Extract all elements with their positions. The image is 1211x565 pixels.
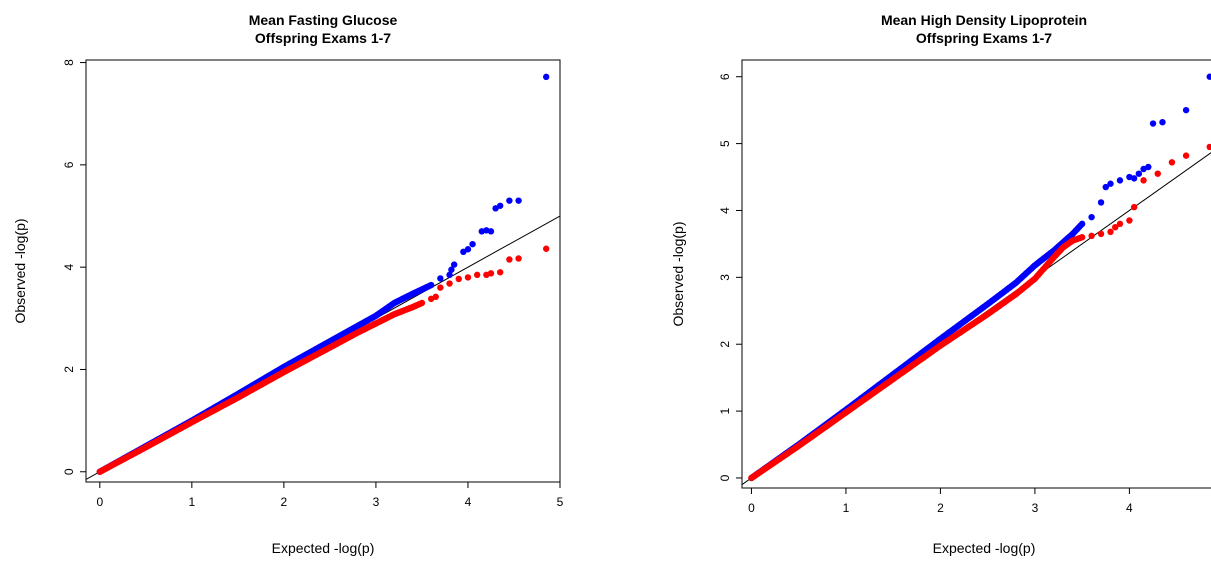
x-axis-label: Expected -log(p): [272, 540, 375, 556]
data-point: [1149, 120, 1157, 127]
data-point: [418, 299, 426, 307]
data-point: [1116, 220, 1124, 228]
x-tick-label: 0: [748, 501, 755, 515]
chart-subtitle: Offspring Exams 1-7: [916, 30, 1052, 46]
data-point: [1126, 217, 1133, 224]
reference-line: [86, 215, 560, 481]
data-point: [427, 281, 435, 289]
series-points: [748, 73, 1211, 482]
data-point: [432, 293, 439, 301]
data-point: [1168, 159, 1176, 166]
x-tick-label: 1: [843, 501, 850, 515]
data-point: [1102, 183, 1109, 191]
data-point: [1078, 234, 1086, 241]
y-tick-label: 3: [718, 274, 732, 281]
x-tick-label: 3: [373, 495, 380, 509]
data-point: [1116, 177, 1124, 184]
y-tick-label: 4: [718, 207, 732, 214]
data-point: [469, 240, 476, 248]
series-points: [96, 73, 550, 475]
data-point: [1140, 177, 1147, 184]
data-point: [1159, 118, 1166, 126]
data-point: [487, 228, 495, 235]
x-tick-label: 5: [557, 495, 564, 509]
data-point: [1154, 170, 1161, 177]
y-tick-label: 2: [62, 366, 76, 373]
x-tick-label: 1: [189, 495, 196, 509]
y-tick-label: 6: [62, 161, 76, 168]
data-point: [1107, 180, 1114, 187]
y-tick-label: 4: [62, 264, 76, 271]
data-point: [515, 197, 522, 204]
data-point: [464, 246, 472, 253]
data-point: [515, 255, 522, 262]
data-point: [446, 271, 453, 279]
x-axis: 0 1 2 3 4 5: [96, 482, 564, 509]
series-2: [96, 245, 550, 475]
y-tick-label: 1: [718, 407, 732, 414]
data-point: [1206, 73, 1211, 80]
data-point: [1130, 175, 1138, 182]
data-point: [542, 73, 550, 81]
data-point: [506, 256, 513, 263]
data-point: [487, 270, 495, 277]
data-point: [1078, 220, 1086, 228]
x-tick-label: 3: [1032, 501, 1039, 515]
x-axis-label: Expected -log(p): [933, 540, 1036, 556]
y-axis: 0 1 2 3 4 5 6: [718, 73, 742, 481]
data-point: [496, 269, 504, 276]
data-point: [1206, 143, 1211, 151]
series-1: [96, 73, 550, 475]
data-point: [506, 197, 513, 204]
qq-plot-mean-fasting-glucose: Mean Fasting Glucose Offspring Exams 1-7…: [12, 12, 564, 556]
y-tick-label: 0: [718, 474, 732, 481]
data-point: [1112, 223, 1119, 231]
x-tick-label: 2: [281, 495, 288, 509]
data-point: [450, 261, 458, 268]
x-tick-label: 4: [465, 495, 472, 509]
data-point: [464, 274, 472, 281]
y-tick-label: 5: [718, 140, 732, 147]
data-point: [1145, 163, 1152, 171]
reference-line: [742, 152, 1211, 486]
chart-title: Mean High Density Lipoprotein: [881, 12, 1087, 28]
y-tick-label: 0: [62, 468, 76, 475]
series-1: [748, 73, 1211, 482]
y-tick-label: 6: [718, 73, 732, 80]
x-tick-label: 2: [937, 501, 944, 515]
data-point: [1107, 228, 1114, 236]
data-point: [542, 245, 550, 252]
data-point: [1135, 170, 1143, 177]
data-point: [1097, 230, 1105, 238]
chart-subtitle: Offspring Exams 1-7: [255, 30, 391, 46]
data-point: [455, 275, 462, 283]
plot-frame: [741, 59, 1211, 489]
data-point: [1097, 199, 1105, 206]
data-point: [473, 271, 481, 279]
data-point: [437, 275, 444, 282]
y-tick-label: 2: [718, 341, 732, 348]
y-axis-label: Observed -log(p): [12, 218, 28, 323]
y-tick-label: 8: [62, 59, 76, 66]
data-point: [1088, 232, 1095, 240]
data-point: [448, 266, 455, 273]
data-point: [1182, 152, 1190, 159]
data-point: [1130, 203, 1138, 211]
x-tick-label: 0: [96, 495, 103, 509]
data-point: [1182, 106, 1190, 114]
series-2: [748, 143, 1211, 482]
qq-plot-mean-high-density-lipoprotein: Mean High Density Lipoprotein Offspring …: [670, 12, 1211, 556]
plot-frame: [85, 59, 561, 483]
chart-title: Mean Fasting Glucose: [249, 12, 398, 28]
data-point: [1088, 213, 1095, 221]
data-point: [446, 280, 453, 287]
y-axis-label: Observed -log(p): [670, 221, 686, 326]
y-axis: 0 2 4 6 8: [62, 59, 86, 475]
data-point: [437, 284, 444, 291]
data-point: [496, 202, 504, 209]
x-tick-label: 4: [1126, 501, 1133, 515]
